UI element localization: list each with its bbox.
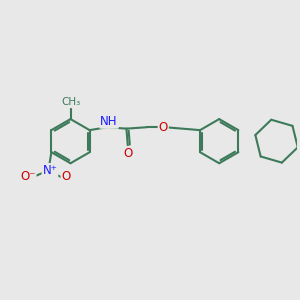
Text: NH: NH <box>100 115 118 128</box>
Text: N⁺: N⁺ <box>43 164 57 177</box>
Text: CH₃: CH₃ <box>61 97 80 107</box>
Text: O: O <box>123 147 133 160</box>
Text: O: O <box>159 121 168 134</box>
Text: O⁻: O⁻ <box>20 170 36 183</box>
Text: O: O <box>61 170 71 183</box>
